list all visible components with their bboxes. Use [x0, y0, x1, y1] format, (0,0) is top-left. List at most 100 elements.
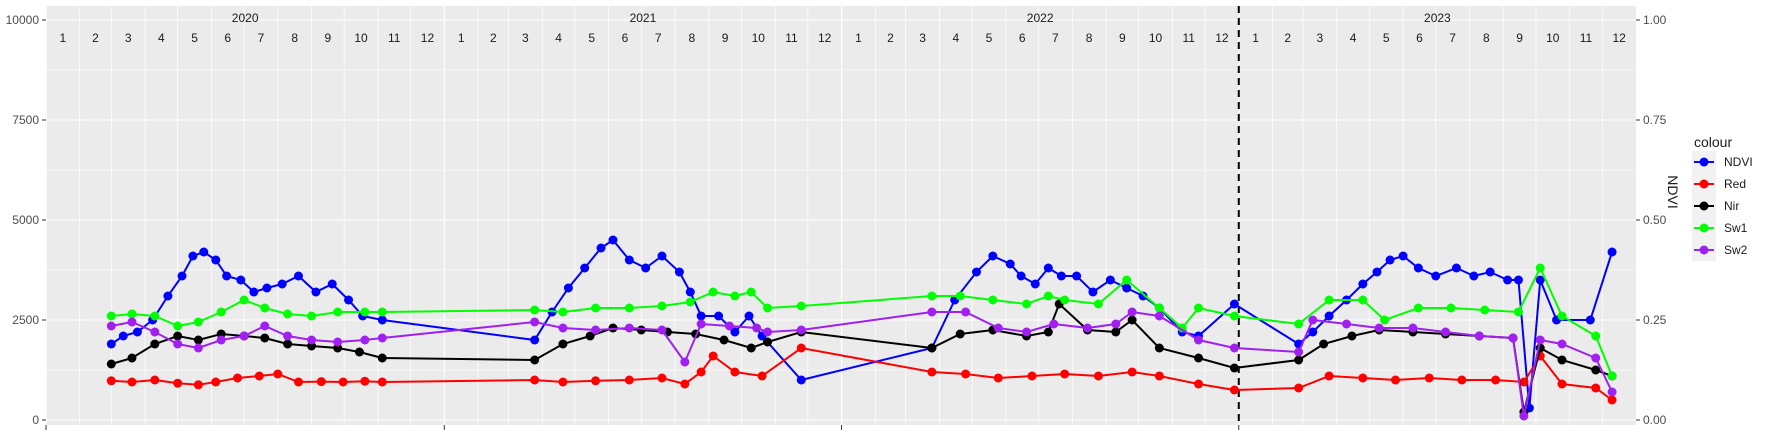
data-point-red — [127, 377, 137, 387]
data-point-sw2 — [1022, 327, 1032, 337]
data-point-ndvi — [641, 263, 651, 273]
data-point-ndvi — [696, 311, 706, 321]
month-label: 3 — [522, 31, 529, 45]
month-label: 7 — [258, 31, 265, 45]
data-point-sw2 — [558, 323, 568, 333]
y2-axis-title: NDVI — [1665, 175, 1681, 208]
data-point-nir — [354, 347, 364, 357]
month-label: 2 — [1284, 31, 1291, 45]
month-label: 9 — [325, 31, 332, 45]
year-label: 2021 — [630, 11, 657, 25]
data-point-red — [173, 378, 183, 388]
data-point-red — [1591, 383, 1601, 393]
data-point-ndvi — [596, 243, 606, 253]
data-point-nir — [283, 339, 293, 349]
data-point-nir — [1229, 363, 1239, 373]
data-point-sw1 — [1022, 299, 1032, 309]
month-label: 2 — [887, 31, 894, 45]
data-point-ndvi — [714, 311, 724, 321]
month-label: 3 — [919, 31, 926, 45]
data-point-ndvi — [1229, 299, 1239, 309]
data-point-sw2 — [1342, 319, 1352, 329]
data-point-red — [796, 343, 806, 353]
data-point-sw1 — [955, 291, 965, 301]
data-point-sw1 — [1229, 311, 1239, 321]
data-point-ndvi — [1398, 251, 1408, 261]
month-label: 9 — [1119, 31, 1126, 45]
data-point-red — [106, 376, 116, 386]
data-point-red — [273, 369, 283, 379]
data-point-sw1 — [796, 301, 806, 311]
data-point-sw2 — [763, 327, 773, 337]
data-point-sw2 — [1049, 319, 1059, 329]
month-label: 6 — [1019, 31, 1026, 45]
month-label: 5 — [986, 31, 993, 45]
data-point-nir — [1347, 331, 1357, 341]
data-point-sw1 — [1154, 303, 1164, 313]
data-point-red — [1060, 369, 1070, 379]
data-point-red — [1229, 385, 1239, 395]
month-label: 1 — [60, 31, 67, 45]
data-point-red — [993, 373, 1003, 383]
data-point-red — [1127, 367, 1137, 377]
data-point-nir — [955, 329, 965, 339]
data-point-sw1 — [307, 311, 317, 321]
data-point-nir — [1127, 315, 1137, 325]
data-point-sw1 — [360, 307, 370, 317]
data-point-ndvi — [377, 315, 387, 325]
month-label: 6 — [622, 31, 629, 45]
legend-label-sw2: Sw2 — [1724, 243, 1748, 257]
data-point-nir — [1591, 365, 1601, 375]
data-point-ndvi — [1451, 263, 1461, 273]
data-point-ndvi — [344, 295, 354, 305]
data-point-sw1 — [927, 291, 937, 301]
data-point-ndvi — [311, 287, 321, 297]
month-label: 8 — [1483, 31, 1490, 45]
data-point-nir — [763, 337, 773, 347]
legend-title: colour — [1694, 134, 1732, 150]
data-point-sw1 — [239, 295, 249, 305]
month-label: 12 — [818, 31, 832, 45]
data-point-sw1 — [1380, 315, 1390, 325]
data-point-nir — [558, 339, 568, 349]
data-point-sw1 — [708, 287, 718, 297]
y-tick-label: 7500 — [12, 113, 39, 127]
data-point-sw1 — [193, 317, 203, 327]
data-point-red — [1194, 379, 1204, 389]
data-point-sw2 — [993, 323, 1003, 333]
data-point-sw1 — [591, 303, 601, 313]
data-point-ndvi — [1607, 247, 1617, 257]
data-point-sw2 — [106, 321, 116, 331]
month-label: 1 — [1252, 31, 1259, 45]
month-label: 12 — [1215, 31, 1229, 45]
data-point-red — [254, 371, 264, 381]
data-point-sw1 — [1358, 295, 1368, 305]
data-point-ndvi — [1372, 267, 1382, 277]
data-point-red — [1093, 371, 1103, 381]
data-point-ndvi — [1056, 271, 1066, 281]
month-label: 5 — [1383, 31, 1390, 45]
data-point-ndvi — [1072, 271, 1082, 281]
data-point-sw1 — [106, 311, 116, 321]
data-point-sw1 — [1093, 299, 1103, 309]
data-point-nir — [150, 339, 160, 349]
data-point-red — [624, 375, 634, 385]
data-point-nir — [106, 359, 116, 369]
data-point-ndvi — [177, 271, 187, 281]
month-label: 6 — [224, 31, 231, 45]
data-point-sw1 — [730, 291, 740, 301]
data-point-sw1 — [1294, 319, 1304, 329]
data-point-sw2 — [1508, 333, 1518, 343]
y2-tick-label: 1.00 — [1643, 13, 1667, 27]
data-point-nir — [746, 343, 756, 353]
data-point-sw1 — [150, 311, 160, 321]
month-label: 5 — [191, 31, 198, 45]
data-point-sw2 — [696, 319, 706, 329]
data-point-sw1 — [1060, 295, 1070, 305]
data-point-sw1 — [1591, 331, 1601, 341]
data-point-sw2 — [307, 335, 317, 345]
data-point-sw2 — [377, 333, 387, 343]
data-point-red — [1358, 373, 1368, 383]
month-label: 9 — [1516, 31, 1523, 45]
